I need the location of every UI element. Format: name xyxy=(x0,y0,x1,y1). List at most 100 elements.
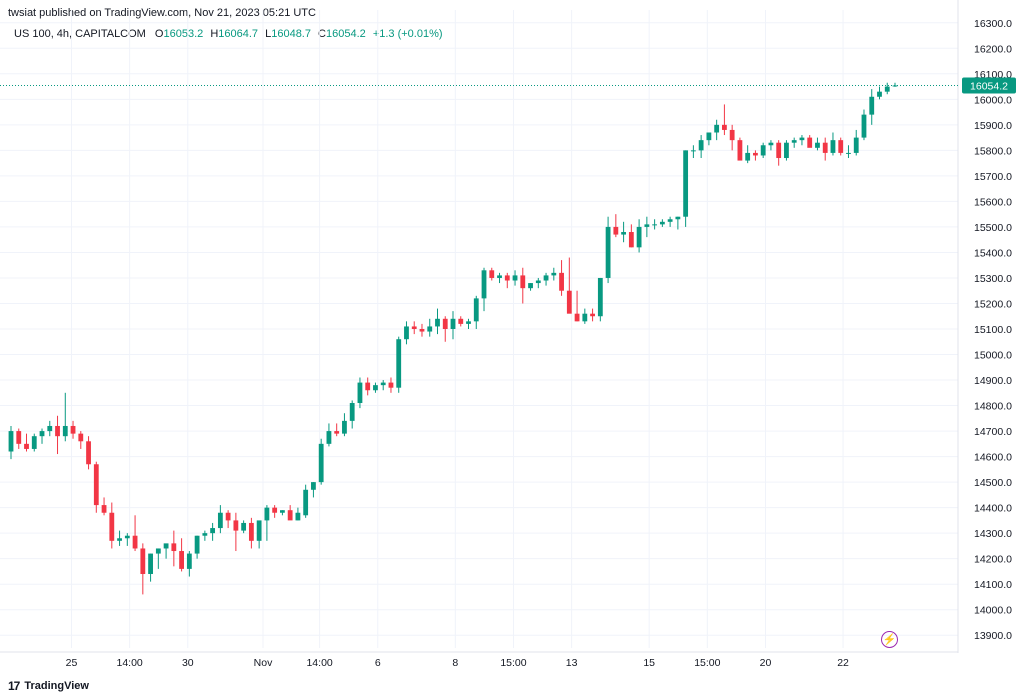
candle-body xyxy=(148,553,153,574)
y-tick-label: 14500.0 xyxy=(974,477,1012,489)
candle-body xyxy=(388,382,394,388)
candle-body xyxy=(186,553,192,569)
candle-body xyxy=(566,290,572,314)
candle-body xyxy=(334,431,340,434)
candle-body xyxy=(256,520,262,541)
y-tick-label: 16200.0 xyxy=(974,43,1012,55)
candle-body xyxy=(47,425,53,432)
candle-body xyxy=(559,272,564,291)
candle-body xyxy=(86,441,91,465)
x-tick-label: 14:00 xyxy=(306,657,332,669)
y-tick-label: 15600.0 xyxy=(974,196,1012,208)
x-tick-label: 15:00 xyxy=(694,657,720,669)
candle-body xyxy=(582,313,588,322)
y-tick-label: 15200.0 xyxy=(974,298,1012,310)
candle-body xyxy=(342,420,347,434)
x-tick-label: Nov xyxy=(254,657,273,669)
candle-body xyxy=(838,140,844,153)
candle-body xyxy=(8,431,14,452)
x-tick-label: 13 xyxy=(566,657,578,669)
candle-body xyxy=(132,535,138,549)
y-tick-label: 14800.0 xyxy=(974,401,1012,413)
candle-body xyxy=(55,425,60,437)
last-price-tag xyxy=(962,77,1016,94)
candle-body xyxy=(357,382,363,404)
high-value: 16064.7 xyxy=(218,28,259,40)
y-tick-label: 14700.0 xyxy=(974,426,1012,438)
candle-body xyxy=(753,152,758,156)
y-tick-label: 14300.0 xyxy=(974,528,1012,540)
candle-body xyxy=(93,464,99,506)
candle-body xyxy=(784,142,789,159)
candle-body xyxy=(489,270,495,278)
candle-body xyxy=(411,326,417,329)
y-tick-label: 14600.0 xyxy=(974,452,1012,464)
y-tick-label: 15400.0 xyxy=(974,247,1012,259)
candle-body xyxy=(62,425,68,437)
candle-body xyxy=(861,114,867,138)
candle-body xyxy=(776,142,782,159)
candle-body xyxy=(16,431,22,444)
x-tick-label: 30 xyxy=(182,657,194,669)
candle-body xyxy=(721,124,727,130)
candle-body xyxy=(512,275,518,281)
candle-body xyxy=(109,512,115,541)
candle-body xyxy=(791,140,797,143)
candle-body xyxy=(24,443,29,449)
candle-body xyxy=(318,443,324,483)
candle-body xyxy=(729,129,735,141)
y-tick-label: 14400.0 xyxy=(974,503,1012,515)
candle-body xyxy=(815,142,820,148)
y-tick-label: 15800.0 xyxy=(974,145,1012,157)
candle-body xyxy=(551,272,557,276)
low-key: L xyxy=(265,28,272,40)
candle-body xyxy=(543,275,549,281)
x-tick-label: 6 xyxy=(375,657,381,669)
close-key: C xyxy=(318,28,326,40)
candle-body xyxy=(497,275,502,278)
candle-body xyxy=(644,224,650,227)
candle-body xyxy=(621,232,627,235)
candle-body xyxy=(404,326,409,340)
y-tick-label: 13900.0 xyxy=(974,630,1012,642)
low-value: 16048.7 xyxy=(271,28,311,40)
candle-body xyxy=(272,507,278,513)
candle-body xyxy=(659,221,665,225)
x-tick-label: 15:00 xyxy=(500,657,526,669)
candle-body xyxy=(435,318,440,327)
y-tick-label: 15000.0 xyxy=(974,350,1012,362)
candle-body xyxy=(481,270,487,299)
candle-body xyxy=(822,142,828,153)
tradingview-footer: 17 TradingView xyxy=(8,679,89,693)
candle-body xyxy=(163,543,169,549)
candle-body xyxy=(830,140,836,153)
candle-body xyxy=(884,86,890,92)
candle-body xyxy=(427,326,433,332)
candle-body xyxy=(39,431,45,437)
candle-body xyxy=(528,283,533,289)
candle-body xyxy=(225,512,231,521)
candle-body xyxy=(373,385,378,391)
candle-body xyxy=(698,140,704,151)
x-tick-label: 20 xyxy=(760,657,772,669)
candle-body xyxy=(613,226,619,235)
symbol-legend: US 100, 4h, CAPITALCOM O16053.2 H16064.7… xyxy=(14,28,447,40)
candle-body xyxy=(877,91,882,97)
candle-body xyxy=(171,543,177,552)
candle-body xyxy=(380,382,386,386)
change-value: +1.3 (+0.01%) xyxy=(372,28,443,40)
candle-body xyxy=(652,224,658,226)
symbol-label[interactable]: US 100, 4h, CAPITALCOM xyxy=(14,28,146,40)
candle-body xyxy=(179,551,185,569)
y-tick-label: 15100.0 xyxy=(974,324,1012,336)
candle-body xyxy=(279,510,285,513)
candle-body xyxy=(117,538,122,541)
candle-body xyxy=(70,425,76,434)
candle-body xyxy=(683,150,689,217)
candle-body xyxy=(768,142,774,146)
lightning-icon[interactable]: ⚡ xyxy=(881,631,898,648)
candle-body xyxy=(636,226,642,248)
candle-body xyxy=(248,522,254,541)
candle-body xyxy=(853,137,859,153)
